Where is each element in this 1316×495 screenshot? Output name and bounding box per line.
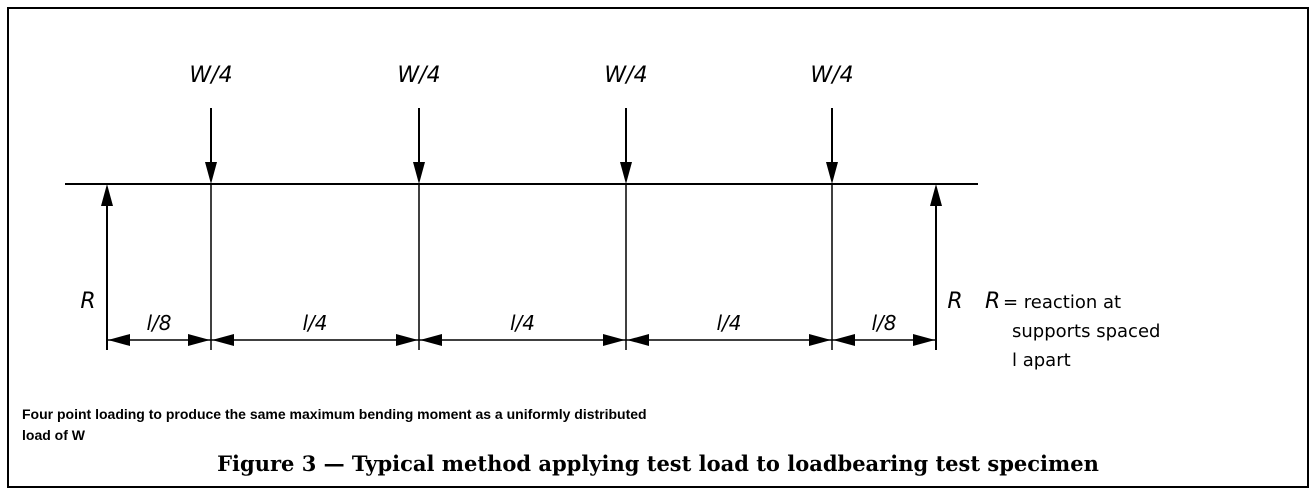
dimension-label: l/8 [146,311,171,335]
arrowhead [108,334,130,346]
arrowhead [833,334,855,346]
load-label: W/4 [810,63,853,88]
reaction-label: R [947,289,962,314]
caption-line: load of W [22,427,86,443]
legend-line: l apart [1012,350,1071,371]
load-label: W/4 [604,63,647,88]
arrowhead [205,162,217,184]
frame [7,7,1309,488]
arrowhead [913,334,935,346]
arrowhead [627,334,649,346]
legend-line: supports spaced [1012,321,1160,342]
arrowhead [101,184,113,206]
dimension-label: l/4 [716,311,741,335]
arrowhead [420,334,442,346]
arrowhead [396,334,418,346]
arrowhead [188,334,210,346]
load-label: W/4 [397,63,440,88]
legend-symbol: R [985,289,1000,314]
arrowhead [212,334,234,346]
load-label: W/4 [189,63,232,88]
arrowhead [620,162,632,184]
arrowhead [809,334,831,346]
arrowhead [826,162,838,184]
arrowhead [930,184,942,206]
dimension-label: l/8 [871,311,896,335]
figure-title: Figure 3 — Typical method applying test … [217,451,1099,476]
dimension-label: l/4 [302,311,327,335]
arrowhead [413,162,425,184]
dimension-label: l/4 [510,311,535,335]
arrowhead [603,334,625,346]
caption-line: Four point loading to produce the same m… [22,406,647,422]
reaction-label: R [80,289,95,314]
legend-line: = reaction at [1003,292,1121,313]
